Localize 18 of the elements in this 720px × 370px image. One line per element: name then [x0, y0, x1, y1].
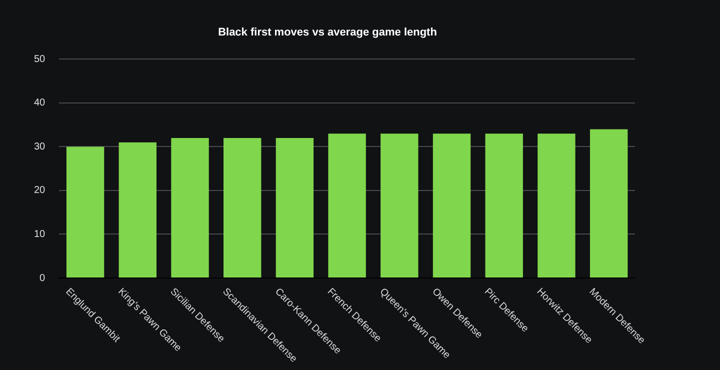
y-tick-label: 40: [34, 98, 46, 109]
bar: [224, 138, 262, 278]
chart-title: Black first moves vs average game length: [218, 26, 438, 39]
bar: [538, 134, 576, 278]
bar: [380, 134, 418, 278]
y-tick-label: 10: [34, 228, 46, 240]
bar: [276, 138, 314, 278]
bar: [590, 129, 628, 278]
bar: [171, 138, 209, 278]
bar: [432, 134, 471, 278]
bar: [118, 142, 156, 278]
bar: [328, 134, 366, 278]
y-tick-label: 50: [34, 54, 46, 65]
bar: [66, 146, 104, 278]
bar: [485, 134, 523, 278]
y-tick-label: 20: [34, 185, 46, 196]
y-tick-label: 30: [34, 141, 46, 152]
y-tick-label: 0: [40, 272, 46, 284]
